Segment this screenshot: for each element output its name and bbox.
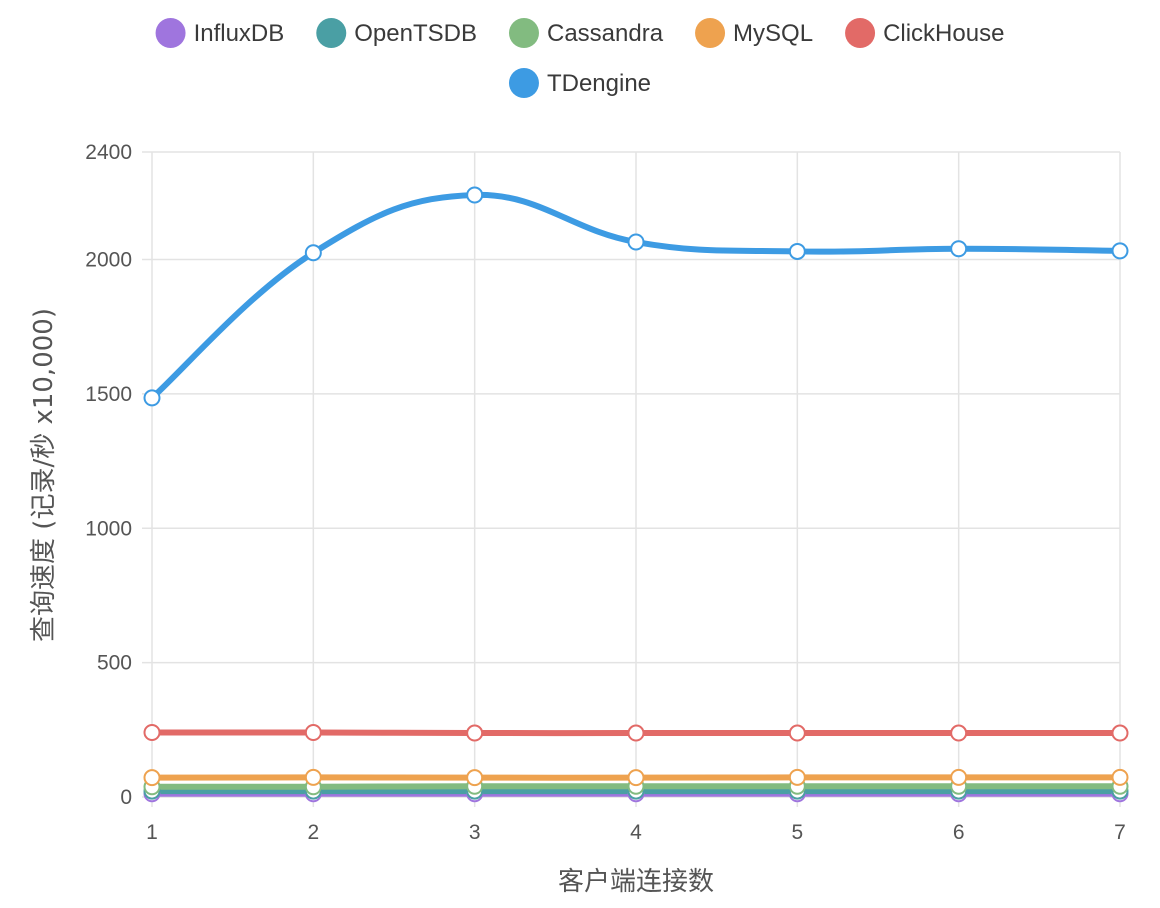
data-point-tdengine[interactable] xyxy=(1111,242,1129,260)
x-tick-label: 1 xyxy=(146,821,158,844)
chart-grid xyxy=(142,151,1121,807)
y-tick-label: 2400 xyxy=(85,141,132,164)
y-tick-label: 500 xyxy=(97,652,132,675)
data-point-clickhouse[interactable] xyxy=(466,724,484,742)
data-point-tdengine[interactable] xyxy=(950,240,968,258)
legend-item-cassandra[interactable]: Cassandra xyxy=(508,18,664,48)
data-point-clickhouse[interactable] xyxy=(950,724,968,742)
data-point-mysql[interactable] xyxy=(788,768,806,786)
legend-item-tdengine[interactable]: TDengine xyxy=(508,68,651,98)
data-point-mysql[interactable] xyxy=(466,769,484,787)
y-axis-ticks: 0 500 1000 1500 2000 2400 xyxy=(85,141,132,809)
y-tick-label: 2000 xyxy=(85,249,132,272)
y-tick-label: 1500 xyxy=(85,383,132,406)
legend-swatch xyxy=(508,18,539,48)
legend-item-mysql[interactable]: MySQL xyxy=(695,18,813,48)
data-point-tdengine[interactable] xyxy=(304,244,322,262)
legend-swatch xyxy=(155,18,186,48)
y-axis-title: 查询速度 (记录/秒 x10,000) xyxy=(29,308,59,642)
x-tick-label: 2 xyxy=(307,821,319,844)
data-point-mysql[interactable] xyxy=(627,769,645,787)
x-tick-label: 3 xyxy=(469,821,481,844)
x-tick-label: 7 xyxy=(1114,821,1126,844)
data-point-mysql[interactable] xyxy=(950,768,968,786)
x-tick-label: 4 xyxy=(630,821,642,844)
legend-item-opentsdb[interactable]: OpenTSDB xyxy=(316,18,477,48)
data-point-clickhouse[interactable] xyxy=(627,724,645,742)
legend-label: ClickHouse xyxy=(883,20,1004,47)
legend-label: Cassandra xyxy=(547,20,664,47)
data-point-clickhouse[interactable] xyxy=(788,724,806,742)
x-tick-label: 6 xyxy=(953,821,965,844)
x-axis-ticks: 1 2 3 4 5 6 7 xyxy=(146,821,1126,844)
series-points xyxy=(143,186,1129,803)
legend-item-clickhouse[interactable]: ClickHouse xyxy=(845,18,1004,48)
data-point-tdengine[interactable] xyxy=(788,242,806,260)
data-point-clickhouse[interactable] xyxy=(1111,724,1129,742)
y-tick-label: 0 xyxy=(120,786,132,809)
legend-swatch xyxy=(508,68,539,98)
legend-swatch xyxy=(695,18,726,48)
legend-label: MySQL xyxy=(733,20,813,47)
legend-swatch xyxy=(845,18,876,48)
data-point-tdengine[interactable] xyxy=(143,389,161,407)
data-point-mysql[interactable] xyxy=(143,769,161,787)
legend-label: OpenTSDB xyxy=(354,20,477,47)
legend-label: InfluxDB xyxy=(194,20,285,47)
x-axis-title: 客户端连接数 xyxy=(558,867,714,897)
data-point-tdengine[interactable] xyxy=(627,233,645,251)
data-point-tdengine[interactable] xyxy=(466,186,484,204)
chart-legend: InfluxDB OpenTSDB Cassandra MySQL ClickHouse… xyxy=(155,18,1004,98)
y-tick-label: 1000 xyxy=(85,517,132,540)
data-point-mysql[interactable] xyxy=(304,768,322,786)
data-point-clickhouse[interactable] xyxy=(143,724,161,741)
x-tick-label: 5 xyxy=(791,821,803,844)
legend-item-influxdb[interactable]: InfluxDB xyxy=(155,18,285,48)
data-point-clickhouse[interactable] xyxy=(304,724,322,741)
data-point-mysql[interactable] xyxy=(1111,768,1129,786)
legend-swatch xyxy=(316,18,347,48)
legend-label: TDengine xyxy=(547,70,651,97)
